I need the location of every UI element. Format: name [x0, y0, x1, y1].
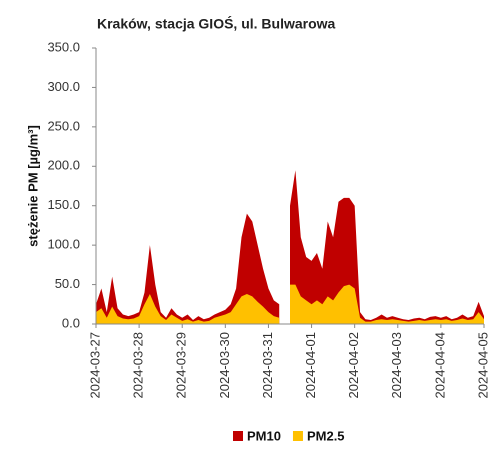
y-tick-label: 100.0 [47, 237, 80, 252]
x-tick-label: 2024-04-01 [303, 332, 318, 399]
y-tick-label: 0.0 [62, 315, 80, 330]
y-tick-label: 300.0 [47, 79, 80, 94]
x-tick-label: 2024-04-02 [346, 332, 361, 399]
y-axis-label: stężenie PM [µg/m³] [25, 125, 40, 247]
legend-swatch [292, 431, 303, 441]
y-tick-label: 250.0 [47, 118, 80, 133]
y-tick-label: 50.0 [55, 276, 80, 291]
area [290, 284, 484, 324]
y-tick-label: 200.0 [47, 158, 80, 173]
x-tick-label: 2024-03-31 [260, 332, 275, 399]
x-tick-label: 2024-03-28 [131, 332, 146, 399]
x-tick-label: 2024-04-04 [432, 332, 447, 399]
legend-label: PM2.5 [307, 428, 345, 443]
legend: PM10 PM2.5 [233, 428, 345, 443]
area [96, 213, 280, 324]
x-tick-label: 2024-03-27 [87, 332, 102, 399]
area [290, 170, 484, 324]
x-tick-label: 2024-03-29 [174, 332, 189, 399]
area [96, 294, 280, 324]
y-tick-label: 150.0 [47, 197, 80, 212]
chart-title: Kraków, stacja GIOŚ, ul. Bulwarowa [97, 15, 336, 32]
legend-swatch [233, 431, 243, 441]
legend-label: PM10 [247, 428, 281, 443]
y-tick-label: 350.0 [47, 39, 80, 54]
x-tick-label: 2024-03-30 [217, 332, 232, 399]
x-tick-label: 2024-04-03 [389, 332, 404, 399]
x-tick-label: 2024-04-05 [475, 332, 490, 399]
